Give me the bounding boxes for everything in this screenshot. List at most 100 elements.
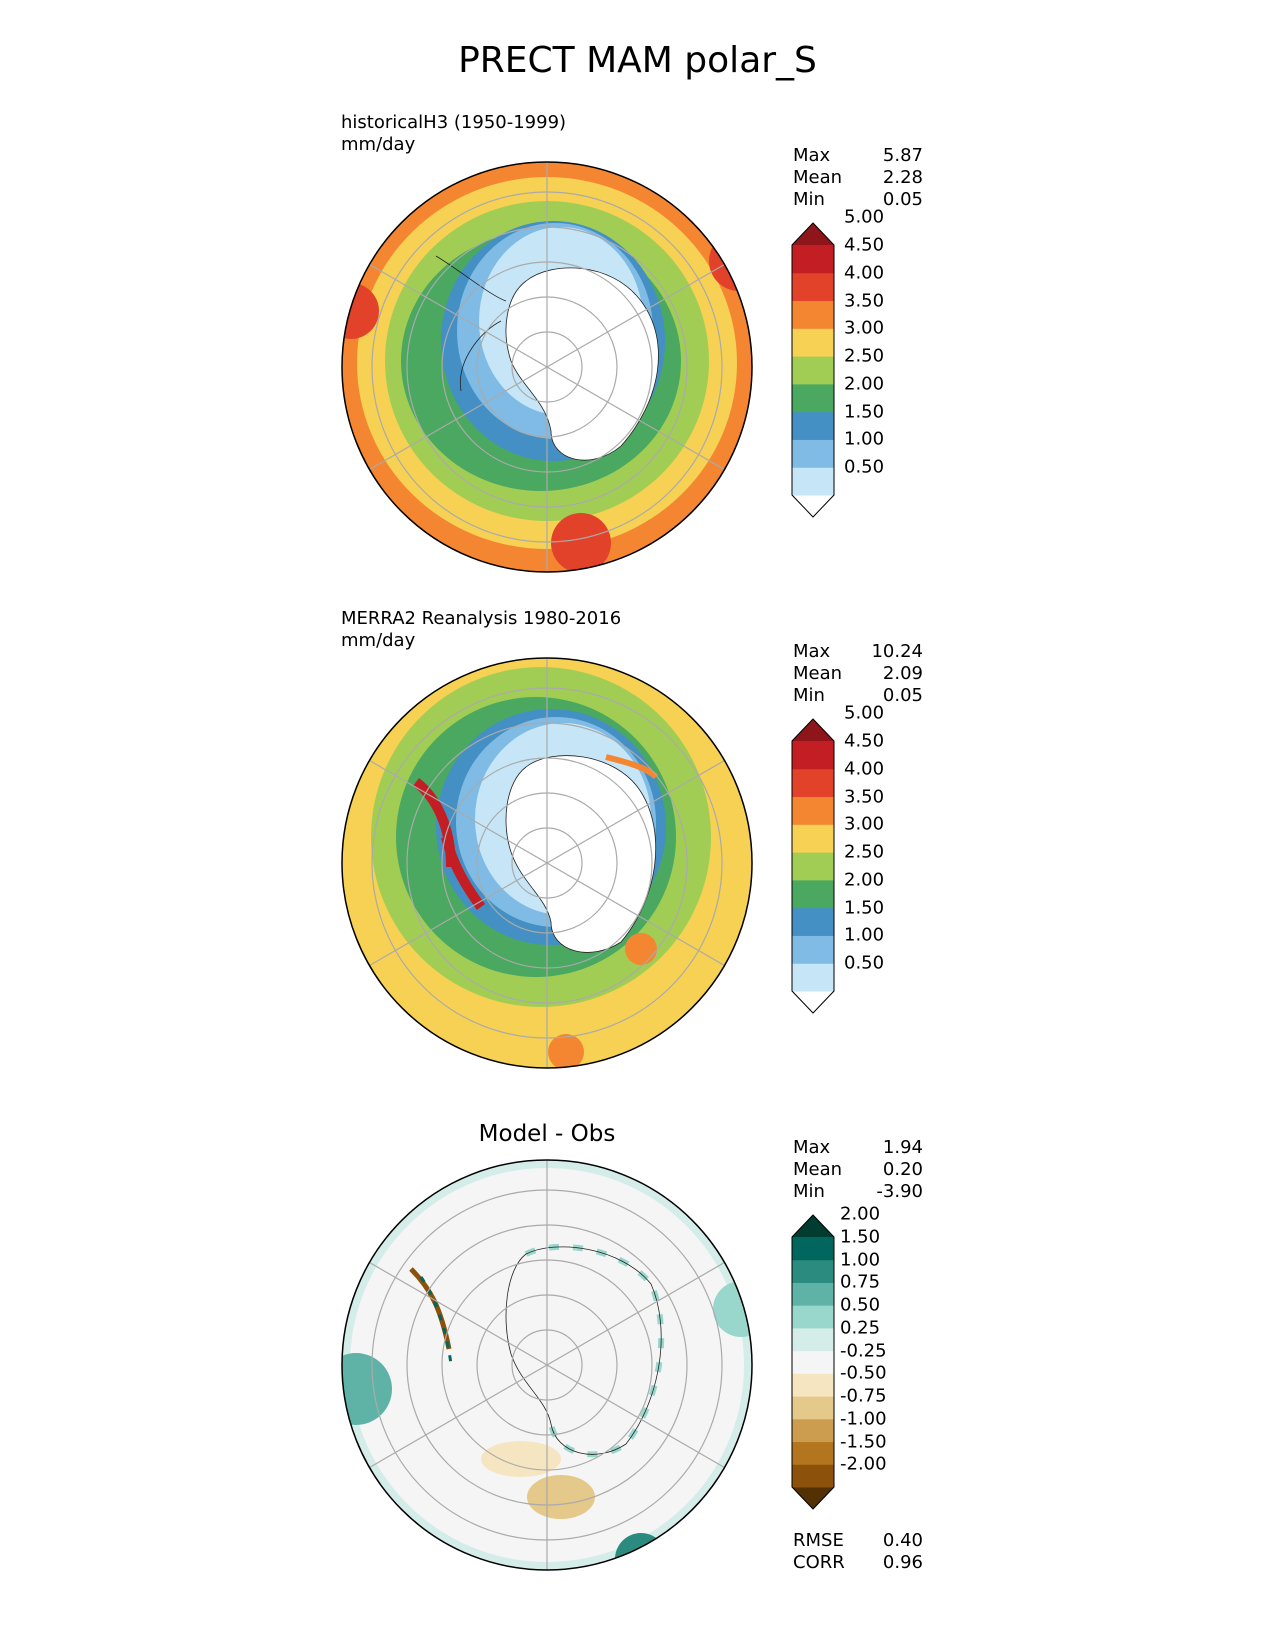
panel-model-label: historicalH3 (1950-1999) mm/day bbox=[341, 112, 566, 156]
pos-southeast bbox=[615, 1533, 667, 1570]
colorbar-outline bbox=[791, 718, 835, 1014]
colorbar-tick-label: 1.50 bbox=[844, 897, 885, 919]
neg-south-1 bbox=[481, 1441, 561, 1477]
stats-diff: Max 1.94 Mean 0.20 Min -3.90 bbox=[793, 1137, 923, 1202]
colorbar-tick-label: 4.00 bbox=[844, 262, 885, 284]
colorbar-tick-label: 0.50 bbox=[844, 456, 885, 478]
extreme-east bbox=[709, 231, 752, 291]
colorbar-tick-label: -1.50 bbox=[840, 1431, 887, 1453]
colorbar-segment bbox=[792, 328, 834, 357]
colorbar-segment bbox=[792, 300, 834, 329]
map-frame bbox=[341, 657, 753, 1069]
colorbar-tick-label: -0.50 bbox=[840, 1362, 887, 1384]
colorbar-obs-ticks: 0.50 1.00 1.50 2.00 2.50 3.00 3.50 4.00 4.50 5.00 bbox=[844, 703, 904, 1013]
map-frame bbox=[341, 161, 753, 573]
colorbar-tick-label: 1.50 bbox=[844, 401, 885, 423]
panel-model-units: mm/day bbox=[341, 134, 416, 155]
colorbar-segment bbox=[792, 1327, 834, 1352]
colorbar-obs bbox=[791, 718, 835, 1014]
colorbar-diff-ticks: -2.00 -1.50 -1.00 -0.75 -0.50 -0.25 0.25 0.50 0.… bbox=[840, 1204, 910, 1509]
colorbar-segment bbox=[792, 1464, 834, 1488]
colorbar-tick-label: 5.00 bbox=[844, 702, 885, 724]
colorbar-segment bbox=[792, 1259, 834, 1283]
extreme-west bbox=[342, 283, 379, 339]
colorbar-segment bbox=[792, 824, 834, 853]
local-max-south bbox=[548, 1034, 584, 1068]
extreme-south bbox=[551, 513, 611, 572]
colorbar-segment bbox=[792, 796, 834, 825]
colorbar-extend-low bbox=[792, 1487, 834, 1509]
pos-east bbox=[713, 1281, 752, 1337]
coastal-ridge bbox=[605, 754, 659, 780]
colorbar-extend-high bbox=[792, 1215, 834, 1237]
colorbar-tick-label: -2.00 bbox=[840, 1453, 887, 1475]
colorbar-segment bbox=[792, 1373, 834, 1397]
colorbar-segment bbox=[792, 963, 834, 992]
colorbar-outline bbox=[791, 1214, 835, 1510]
colorbar-tick-label: 3.50 bbox=[844, 786, 885, 808]
neg-south-2 bbox=[527, 1475, 595, 1519]
peninsula-positive bbox=[419, 1276, 453, 1365]
colorbar-tick-label: 1.50 bbox=[840, 1226, 881, 1248]
colorbar-segment bbox=[792, 245, 834, 274]
stats-obs: Max 10.24 Mean 2.09 Min 0.05 bbox=[793, 641, 923, 706]
colorbar-tick-label: 5.00 bbox=[844, 206, 885, 228]
colorbar-tick-label: 0.25 bbox=[840, 1317, 881, 1339]
colorbar-segment bbox=[792, 1396, 834, 1420]
panel-obs-name: MERRA2 Reanalysis 1980-2016 bbox=[341, 608, 622, 629]
colorbar-diff bbox=[791, 1214, 835, 1510]
colorbar-segment bbox=[792, 907, 834, 936]
coastline bbox=[505, 755, 656, 953]
pos-west bbox=[342, 1353, 392, 1425]
colorbar-tick-label: 4.50 bbox=[844, 730, 885, 752]
colorbar-tick-label: 0.75 bbox=[840, 1271, 881, 1293]
metrics-diff: RMSE 0.40 CORR 0.96 bbox=[793, 1530, 923, 1573]
colorbar-tick-label: 2.00 bbox=[844, 373, 885, 395]
panel-obs-units: mm/day bbox=[341, 630, 416, 651]
colorbar-outline bbox=[791, 222, 835, 518]
colorbar-model-ticks: 0.50 1.00 1.50 2.00 2.50 3.00 3.50 4.00 4.50 5.00 bbox=[844, 207, 904, 517]
colorbar-tick-label: 3.50 bbox=[844, 290, 885, 312]
colorbar-tick-label: 0.50 bbox=[844, 952, 885, 974]
peninsula-extreme bbox=[412, 778, 486, 910]
colorbar-tick-label: -0.75 bbox=[840, 1385, 887, 1407]
colorbar-segment bbox=[792, 383, 834, 413]
colorbar-extend-high bbox=[792, 223, 834, 245]
colorbar-tick-label: 2.00 bbox=[844, 869, 885, 891]
panel-diff-title: Model - Obs bbox=[478, 1121, 616, 1147]
peninsula bbox=[435, 255, 507, 392]
colorbar-tick-label: 3.00 bbox=[844, 813, 885, 835]
colorbar-segment bbox=[792, 1237, 834, 1261]
colorbar-extend-high bbox=[792, 719, 834, 741]
colorbar-tick-label: -0.25 bbox=[840, 1340, 887, 1362]
colorbar-tick-label: 2.50 bbox=[844, 345, 885, 367]
colorbar-tick-label: 3.00 bbox=[844, 317, 885, 339]
colorbar-tick-label: 4.00 bbox=[844, 758, 885, 780]
colorbar-tick-label: -1.00 bbox=[840, 1408, 887, 1430]
colorbar-tick-label: 1.00 bbox=[844, 428, 885, 450]
figure-title: PRECT MAM polar_S bbox=[458, 40, 817, 81]
colorbar-segment bbox=[792, 935, 834, 964]
colorbar-tick-label: 2.00 bbox=[840, 1203, 881, 1225]
local-max-east bbox=[625, 933, 657, 965]
stats-model: Max 5.87 Mean 2.28 Min 0.05 bbox=[793, 145, 923, 210]
colorbar-segment bbox=[792, 852, 834, 881]
colorbar-tick-label: 1.00 bbox=[840, 1249, 881, 1271]
panel-model-name: historicalH3 (1950-1999) bbox=[341, 112, 567, 133]
pos-southwest bbox=[374, 1527, 418, 1570]
colorbar-segment bbox=[792, 879, 834, 909]
colorbar-segment bbox=[792, 1282, 834, 1306]
colorbar-segment bbox=[792, 411, 834, 440]
colorbar-segment bbox=[792, 467, 834, 496]
colorbar-segment bbox=[792, 1441, 834, 1465]
colorbar-segment bbox=[792, 741, 834, 770]
panel-obs-label: MERRA2 Reanalysis 1980-2016 mm/day bbox=[341, 608, 621, 652]
map-obs bbox=[341, 657, 753, 1069]
colorbar-segment bbox=[792, 439, 834, 468]
colorbar-tick-label: 1.00 bbox=[844, 924, 885, 946]
map-frame bbox=[341, 1159, 753, 1571]
colorbar-segment bbox=[792, 1418, 834, 1443]
colorbar-extend-low bbox=[792, 495, 834, 517]
colorbar-tick-label: 2.50 bbox=[844, 841, 885, 863]
colorbar-segment bbox=[792, 1350, 834, 1374]
